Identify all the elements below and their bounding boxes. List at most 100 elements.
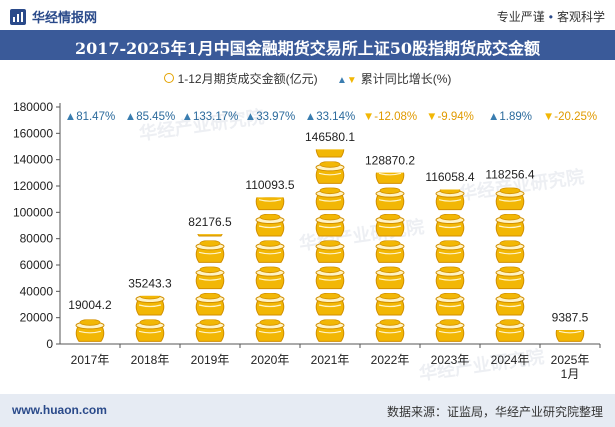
x-tick-label: 2023年: [431, 353, 470, 367]
coin-pot-icon: [197, 234, 223, 237]
coin-pot-icon: [195, 319, 225, 342]
legend-item-growth[interactable]: ▲▼ 累计同比增长(%): [337, 70, 451, 87]
bar-value-label: 116058.4: [425, 170, 474, 184]
tagline-left: 专业严谨: [496, 10, 545, 24]
y-tick-label: 0: [46, 337, 53, 351]
coin-pot-icon: [195, 293, 225, 316]
coin-pot-icon: [495, 240, 525, 263]
growth-label: ▲81.47%: [65, 111, 115, 123]
coin-pot-icon: [315, 214, 345, 237]
growth-label: ▼-9.94%: [426, 111, 474, 123]
y-tick-label: 140000: [13, 153, 53, 167]
brand-name: 华经情报网: [32, 10, 98, 25]
footer: www.huaon.com 数据来源：证监局，华经产业研究院整理: [0, 394, 615, 427]
coin-pot-icon: [315, 187, 345, 211]
y-tick-label: 100000: [13, 205, 53, 219]
x-tick-label: 2020年: [251, 353, 290, 367]
x-tick-label: 2021年: [311, 353, 350, 367]
x-tick-label: 2019年: [191, 353, 230, 367]
chart-plot: 华经产业研究院华经产业研究院华经产业研究院华经产业研究院020000400006…: [13, 100, 601, 384]
coin-pot-icon: [375, 266, 405, 290]
coin-pot-icon: [195, 266, 225, 290]
bar-value-label: 118256.4: [485, 167, 534, 181]
footer-website[interactable]: www.huaon.com: [12, 403, 107, 417]
growth-label: ▲85.45%: [125, 111, 175, 123]
coin-pot-icon: [375, 319, 405, 342]
coin-pot-icon: [435, 266, 465, 290]
bar-value-label: 128870.2: [365, 153, 415, 167]
y-tick-label: 20000: [20, 311, 54, 325]
coin-pot-icon: [555, 329, 585, 342]
coin-pot-icon: [315, 293, 345, 316]
coin-pot-icon: [375, 214, 405, 237]
coin-pot-icon: [435, 189, 465, 211]
top-bar: 华经情报网 专业严谨 • 客观科学: [0, 0, 615, 30]
coin-pot-icon: [495, 214, 525, 237]
growth-label: ▼-12.08%: [363, 111, 417, 123]
bar-value-label: 9387.5: [552, 311, 589, 325]
bar-value-label: 146580.1: [305, 130, 355, 144]
coin-pot-icon: [495, 266, 525, 290]
coin-pot-icon: [495, 187, 525, 211]
coin-pot-icon: [495, 293, 525, 316]
coin-pot-icon: [315, 149, 345, 158]
chart-title: 2017-2025年1月中国金融期货交易所上证50股指期货成交金额: [74, 39, 541, 58]
coin-pot-icon: [255, 266, 285, 290]
coin-pot-icon: [195, 240, 225, 263]
brand[interactable]: 华经情报网: [10, 7, 97, 26]
coin-pot-icon: [255, 214, 285, 237]
legend-coin-icon: [163, 73, 174, 83]
y-tick-label: 160000: [13, 126, 53, 140]
coin-pot-icon: [315, 266, 345, 290]
coin-pot-icon: [255, 197, 285, 211]
coin-pot-icon: [495, 319, 525, 342]
coin-pot-icon: [75, 319, 105, 342]
coin-pot-icon: [435, 214, 465, 237]
x-tick-label: 2022年: [371, 353, 410, 367]
y-tick-label: 60000: [20, 258, 54, 272]
x-tick-label: 2025年 1月: [551, 353, 590, 381]
coin-pot-icon: [315, 161, 345, 184]
bar-value-label: 82176.5: [188, 215, 232, 229]
x-tick-label: 2018年: [131, 353, 170, 367]
title-bar: 2017-2025年1月中国金融期货交易所上证50股指期货成交金额: [0, 30, 615, 60]
coin-pot-icon: [435, 240, 465, 263]
legend-item-amount[interactable]: 1-12月期货成交金额(亿元): [163, 70, 318, 87]
growth-label: ▲33.97%: [245, 111, 295, 123]
legend-triangle-icon: ▲▼: [336, 75, 357, 86]
coin-pot-icon: [435, 293, 465, 316]
coin-pot-icon: [375, 187, 405, 211]
bar-value-label: 19004.2: [68, 298, 112, 312]
bar-value-label: 110093.5: [245, 178, 294, 192]
y-tick-label: 180000: [13, 100, 53, 114]
coin-pot-icon: [315, 319, 345, 342]
legend: 1-12月期货成交金额(亿元) ▲▼ 累计同比增长(%): [0, 70, 615, 87]
coin-pot-icon: [255, 293, 285, 316]
y-tick-label: 40000: [20, 284, 54, 298]
brand-logo-icon: [10, 9, 26, 25]
coin-pot-icon: [255, 240, 285, 263]
coin-pot-icon: [135, 295, 165, 316]
growth-label: ▲133.17%: [182, 111, 239, 123]
coin-pot-icon: [375, 240, 405, 263]
coin-pot-icon: [375, 172, 405, 184]
x-tick-label: 2024年: [491, 353, 530, 367]
coin-pot-icon: [315, 240, 345, 263]
x-tick-label: 2017年: [71, 353, 110, 367]
coin-pot-icon: [135, 319, 165, 342]
growth-label: ▲33.14%: [305, 111, 355, 123]
legend-label-amount: 1-12月期货成交金额(亿元): [177, 72, 318, 86]
legend-label-growth: 累计同比增长(%): [360, 72, 452, 86]
tagline-right: 客观科学: [556, 10, 605, 24]
growth-label: ▼-20.25%: [543, 111, 597, 123]
coin-pot-icon: [375, 293, 405, 316]
coin-pot-icon: [435, 319, 465, 342]
y-tick-label: 120000: [13, 179, 53, 193]
footer-source: 数据来源：证监局，华经产业研究院整理: [386, 405, 603, 419]
coin-pot-icon: [255, 319, 285, 342]
tagline: 专业严谨 • 客观科学: [497, 8, 605, 25]
bar-value-label: 35243.3: [128, 277, 172, 291]
growth-label: ▲1.89%: [488, 111, 532, 123]
tagline-separator: •: [548, 10, 553, 24]
